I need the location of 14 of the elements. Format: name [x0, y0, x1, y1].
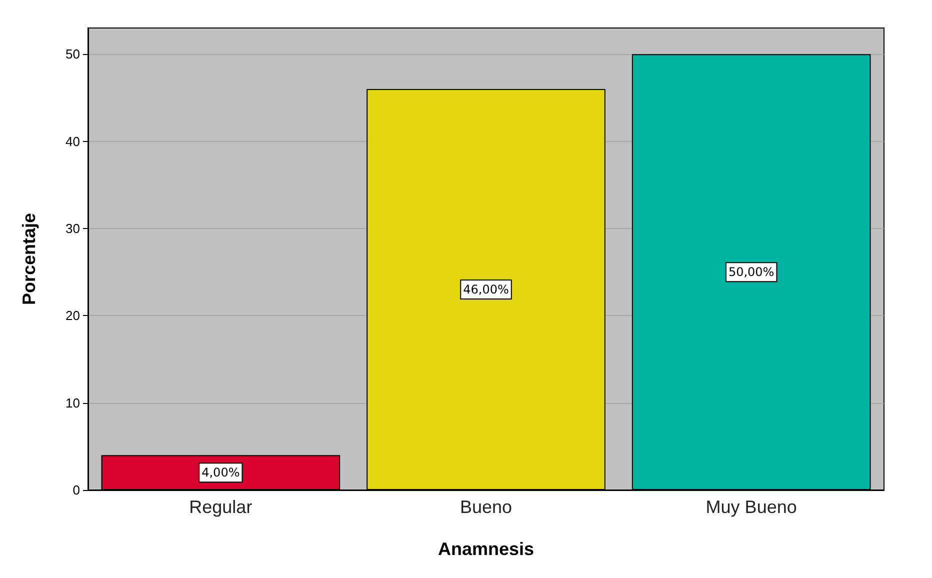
data-label: 4,00% — [202, 466, 240, 480]
y-tick-label: 40 — [66, 134, 80, 149]
y-axis-title: Porcentaje — [19, 212, 39, 306]
x-tick-label: Regular — [189, 497, 252, 517]
y-tick-label: 50 — [66, 46, 80, 62]
y-tick-label: 10 — [66, 395, 80, 410]
x-axis-title: Anamnesis — [438, 539, 534, 559]
x-tick-label: Muy Bueno — [706, 497, 797, 517]
data-label: 46,00% — [463, 282, 509, 297]
y-tick-label: 30 — [66, 220, 80, 236]
data-label: 50,00% — [728, 265, 774, 280]
y-tick-label: 20 — [66, 308, 80, 324]
x-tick-label: Bueno — [460, 497, 512, 517]
y-tick-label: 0 — [72, 482, 80, 498]
